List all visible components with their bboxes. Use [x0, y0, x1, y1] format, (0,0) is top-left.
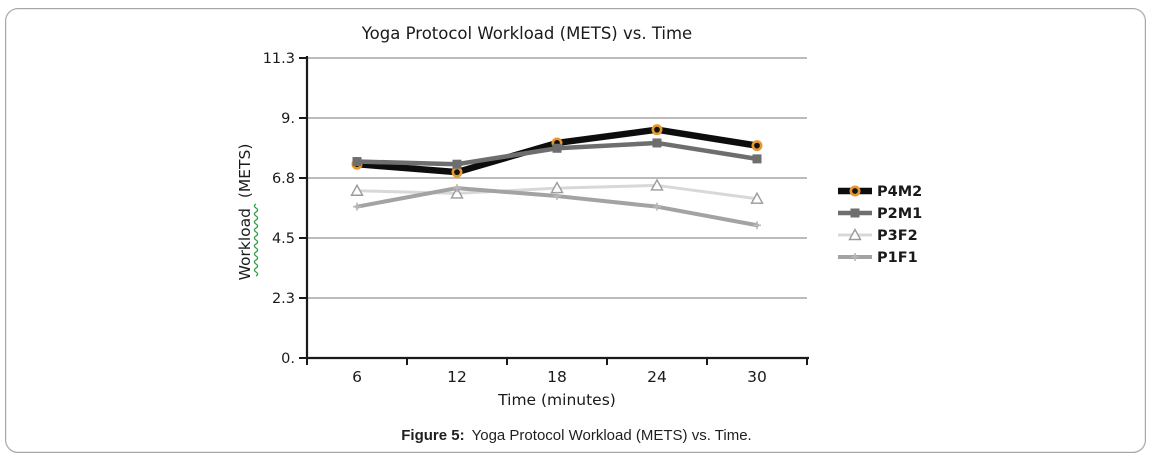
marker-triangle [450, 186, 464, 199]
marker-square [850, 208, 860, 218]
y-tick-label: 0. [281, 351, 295, 367]
y-tick-label: 4.5 [272, 231, 295, 247]
marker-plus [753, 221, 761, 230]
y-tick-label: 11.3 [263, 51, 295, 67]
y-axis-title-group: Workload (METS) [236, 144, 259, 281]
legend-item-P3F2: P3F2 [838, 228, 918, 244]
axes [305, 56, 809, 360]
gridlines-and-ticks: 0. 2.3 4.5 6.8 9. 11.3 6 12 18 24 30 [263, 51, 808, 386]
caption-text: Yoga Protocol Workload (METS) vs. Time. [471, 427, 752, 444]
legend-item-P2M1: P2M1 [838, 206, 922, 222]
legend-label: P4M2 [877, 184, 922, 200]
x-tick-label: 12 [447, 368, 467, 386]
legend-label: P3F2 [877, 228, 918, 244]
legend-item-P4M2: P4M2 [838, 184, 922, 200]
marker-square [552, 143, 562, 153]
legend-label: P1F1 [877, 250, 918, 266]
marker-circle [451, 166, 463, 178]
marker-triangle [350, 183, 364, 196]
marker-triangle [650, 178, 664, 191]
caption-label: Figure 5: [401, 427, 465, 444]
marker-triangle [848, 228, 862, 241]
figure-caption: Figure 5: Yoga Protocol Workload (METS) v… [0, 427, 1153, 444]
legend-item-P1F1: P1F1 [838, 250, 918, 266]
marker-plus [353, 202, 361, 211]
marker-square [652, 138, 662, 148]
spellcheck-squiggle [253, 203, 259, 277]
marker-square [352, 157, 362, 167]
marker-circle [751, 140, 763, 152]
y-tick-label: 2.3 [272, 291, 295, 307]
chart-title: Yoga Protocol Workload (METS) vs. Time [361, 24, 692, 43]
marker-circle [651, 124, 663, 136]
y-tick-label: 6.8 [272, 171, 295, 187]
x-tick-label: 6 [352, 368, 362, 386]
marker-plus [553, 192, 561, 201]
marker-plus [453, 184, 461, 193]
series-P2M1 [352, 138, 762, 169]
x-axis-title: Time (minutes) [497, 391, 616, 409]
series-P1F1 [353, 184, 761, 230]
marker-triangle [750, 191, 764, 204]
marker-square [752, 154, 762, 164]
legend-label: P2M1 [877, 206, 922, 222]
y-tick-label: 9. [281, 111, 295, 127]
y-axis-title: Workload (METS) [236, 144, 254, 281]
marker-square [452, 159, 462, 169]
chart-generated-layer: 0. 2.3 4.5 6.8 9. 11.3 6 12 18 24 30 P4M2 P2M1 P3F2 P1… [263, 51, 923, 386]
x-tick-label: 24 [647, 368, 667, 386]
marker-plus [653, 202, 661, 211]
marker-circle [849, 185, 861, 197]
legend: P4M2 P2M1 P3F2 P1F1 [838, 184, 922, 266]
marker-plus [851, 253, 859, 261]
x-tick-label: 18 [547, 368, 567, 386]
x-tick-label: 30 [747, 368, 767, 386]
